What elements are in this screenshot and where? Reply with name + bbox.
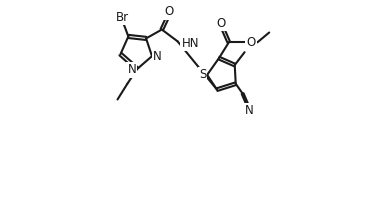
Text: O: O: [246, 36, 256, 49]
Text: O: O: [164, 5, 173, 18]
Text: N: N: [245, 104, 254, 117]
Text: Br: Br: [116, 11, 129, 24]
Text: S: S: [199, 68, 206, 81]
Text: N: N: [127, 63, 136, 76]
Text: N: N: [153, 50, 162, 63]
Text: HN: HN: [182, 37, 199, 50]
Text: O: O: [216, 17, 225, 30]
